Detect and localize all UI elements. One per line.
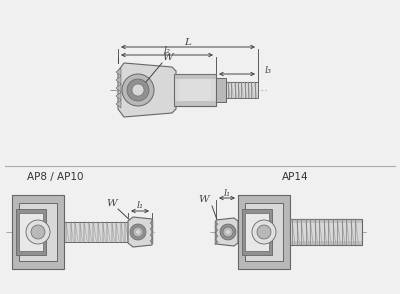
Bar: [226, 82, 258, 98]
Bar: [19, 203, 57, 261]
Polygon shape: [215, 239, 218, 245]
Text: l₁: l₁: [224, 188, 230, 198]
Polygon shape: [215, 233, 218, 239]
Polygon shape: [215, 227, 218, 233]
Text: l₃: l₃: [264, 66, 272, 74]
Polygon shape: [116, 68, 121, 76]
Bar: [290, 219, 362, 245]
Text: W: W: [199, 196, 209, 205]
Polygon shape: [128, 217, 152, 247]
Bar: [174, 74, 216, 106]
Polygon shape: [116, 84, 121, 92]
Bar: [245, 203, 283, 261]
Text: AP8 / AP10: AP8 / AP10: [27, 172, 83, 182]
Polygon shape: [116, 76, 121, 84]
Bar: [245, 213, 269, 251]
Text: W: W: [107, 198, 117, 208]
Polygon shape: [150, 238, 153, 244]
Circle shape: [226, 230, 230, 234]
Circle shape: [26, 220, 50, 244]
Text: l₂: l₂: [164, 46, 170, 54]
Circle shape: [127, 79, 149, 101]
Polygon shape: [150, 232, 153, 238]
Circle shape: [31, 225, 45, 239]
Polygon shape: [150, 220, 153, 226]
Circle shape: [122, 74, 154, 106]
Circle shape: [220, 224, 236, 240]
Polygon shape: [116, 92, 121, 100]
Text: AP14: AP14: [282, 172, 308, 182]
Bar: [134, 65, 149, 107]
Bar: [12, 195, 64, 269]
Bar: [64, 222, 132, 242]
Text: W: W: [163, 53, 173, 61]
Circle shape: [223, 227, 233, 237]
Circle shape: [132, 84, 144, 96]
Polygon shape: [150, 226, 153, 232]
Circle shape: [257, 225, 271, 239]
Text: l₁: l₁: [136, 201, 144, 211]
Bar: [290, 241, 362, 245]
Text: L: L: [184, 38, 192, 46]
Bar: [16, 209, 46, 255]
Polygon shape: [216, 218, 238, 246]
Bar: [174, 101, 216, 106]
Bar: [242, 209, 272, 255]
Circle shape: [133, 227, 143, 237]
Circle shape: [130, 224, 146, 240]
Bar: [290, 219, 362, 223]
Bar: [19, 213, 43, 251]
Bar: [179, 79, 211, 101]
Bar: [216, 78, 226, 102]
Polygon shape: [116, 100, 121, 108]
Bar: [174, 74, 216, 79]
Circle shape: [136, 230, 140, 234]
Bar: [238, 195, 290, 269]
Circle shape: [252, 220, 276, 244]
Bar: [124, 63, 134, 109]
Polygon shape: [215, 221, 218, 227]
Polygon shape: [118, 63, 176, 117]
